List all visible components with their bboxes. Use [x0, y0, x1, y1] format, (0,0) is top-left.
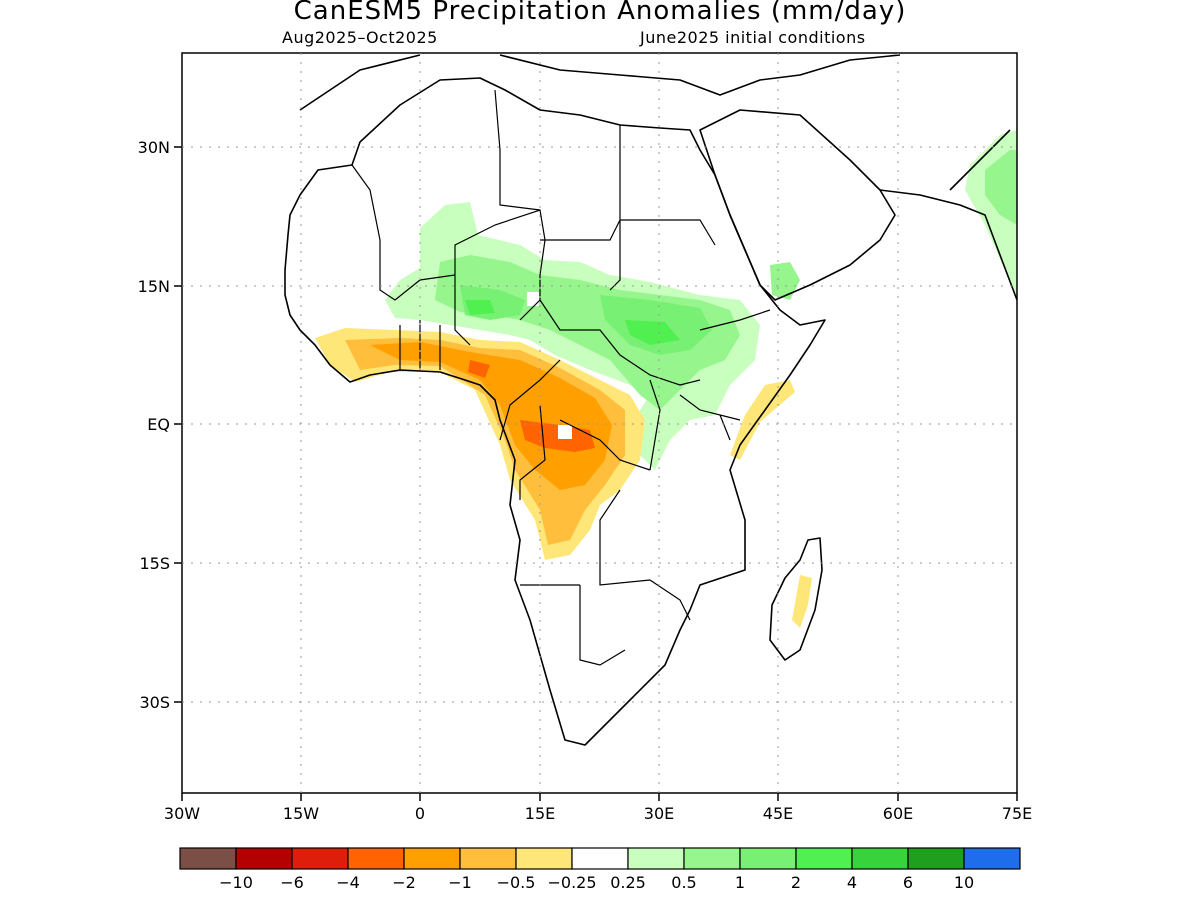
sahel-wet-anomaly-core — [435, 255, 740, 410]
period-subtitle: Aug2025–Oct2025 — [282, 28, 438, 47]
latitude-tick-label: 15S — [139, 554, 170, 573]
initial-conditions-subtitle: June2025 initial conditions — [640, 28, 866, 47]
sahel-wet-anomaly-max — [465, 300, 680, 345]
arabia-coastline — [699, 109, 896, 301]
longitude-tick-label: 15E — [525, 804, 555, 823]
india-wet-anomaly-core — [985, 150, 1017, 225]
latitude-tick-label: 30N — [138, 138, 170, 157]
congo-missing-cell — [558, 425, 572, 439]
colorbar-swatch — [851, 847, 909, 870]
map-frame — [181, 52, 1018, 794]
longitude-tick-label: 75E — [1002, 804, 1032, 823]
map-title: CanESM5 Precipitation Anomalies (mm/day) — [293, 0, 907, 26]
longitude-axis: 30W 15W 0 15E 30E 45E 60E 75E — [164, 793, 1032, 823]
colorbar-label: 4 — [847, 873, 857, 892]
colorbar-swatch — [739, 847, 797, 870]
longitude-tick-label: 0 — [415, 804, 425, 823]
colorbar-label: 2 — [791, 873, 801, 892]
colorbar-swatch — [291, 847, 349, 870]
colorbar-swatch — [571, 847, 629, 870]
madagascar-coastline — [769, 537, 823, 661]
colorbar-label: 1 — [735, 873, 745, 892]
latitude-tick-label: EQ — [147, 415, 170, 434]
colorbar-label: 0.25 — [610, 873, 646, 892]
colorbar-swatch — [963, 847, 1021, 870]
east-africa-dry-anomaly — [730, 380, 795, 460]
colorbar-swatch — [515, 847, 573, 870]
colorbar-swatch — [403, 847, 461, 870]
colorbar: −10 −6 −4 −2 −1 −0.5 −0.25 0.25 0.5 1 2 4 6 10 — [179, 847, 1021, 892]
europe-coastline — [299, 54, 901, 111]
latitude-tick-label: 15N — [138, 277, 170, 296]
colorbar-label: 6 — [903, 873, 913, 892]
country-borders — [351, 89, 771, 666]
asia-coastline — [879, 129, 1017, 301]
colorbar-label: 10 — [954, 873, 974, 892]
longitude-tick-label: 60E — [883, 804, 913, 823]
colorbar-label: −6 — [280, 873, 304, 892]
colorbar-swatch — [795, 847, 853, 870]
graticule — [182, 53, 1017, 793]
colorbar-label: 0.5 — [671, 873, 696, 892]
colorbar-swatch — [627, 847, 685, 870]
longitude-tick-label: 30E — [644, 804, 674, 823]
colorbar-label: −10 — [219, 873, 253, 892]
colorbar-label: −0.25 — [547, 873, 596, 892]
colorbar-label: −1 — [448, 873, 472, 892]
colorbar-label: −2 — [392, 873, 416, 892]
colorbar-swatch — [907, 847, 965, 870]
latitude-tick-label: 30S — [139, 693, 170, 712]
colorbar-label: −0.5 — [497, 873, 536, 892]
longitude-tick-label: 15W — [283, 804, 319, 823]
madagascar-dry-anomaly — [792, 575, 812, 628]
colorbar-swatch — [683, 847, 741, 870]
congo-dry-anomaly-strong — [370, 342, 612, 490]
africa-coastline — [284, 77, 826, 746]
coastlines-and-borders — [284, 54, 1017, 746]
arabia-wet-anomaly — [770, 262, 800, 300]
colorbar-label: −4 — [336, 873, 360, 892]
colorbar-swatch — [347, 847, 405, 870]
sahel-missing-cell — [527, 292, 539, 306]
longitude-tick-label: 30W — [164, 804, 200, 823]
colorbar-swatch — [459, 847, 517, 870]
colorbar-swatch — [179, 847, 237, 870]
colorbar-swatch — [235, 847, 293, 870]
longitude-tick-label: 45E — [763, 804, 793, 823]
anomaly-shading — [315, 130, 1017, 628]
latitude-axis: 30N 15N EQ 15S 30S — [138, 138, 182, 712]
